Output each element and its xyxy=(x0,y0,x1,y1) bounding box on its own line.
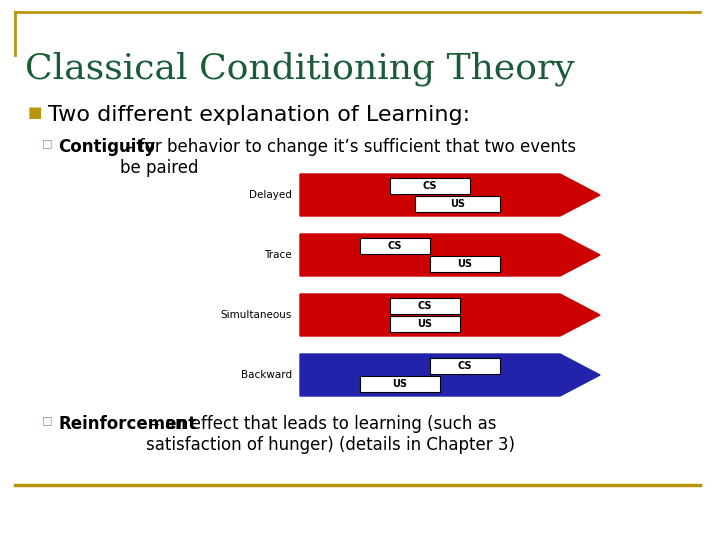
Text: Backward: Backward xyxy=(241,370,292,380)
Text: Reinforcement: Reinforcement xyxy=(58,415,197,433)
Text: US: US xyxy=(418,319,433,329)
Text: Simultaneous: Simultaneous xyxy=(220,310,292,320)
Polygon shape xyxy=(300,294,600,336)
Polygon shape xyxy=(300,174,600,216)
Text: CS: CS xyxy=(418,301,432,311)
Text: Contiguity: Contiguity xyxy=(58,138,156,156)
Text: US: US xyxy=(392,379,408,389)
Bar xyxy=(360,238,430,254)
Text: Trace: Trace xyxy=(264,250,292,260)
Text: – an effect that leads to learning (such as
satisfaction of hunger) (details in : – an effect that leads to learning (such… xyxy=(146,415,515,454)
Text: Two different explanation of Learning:: Two different explanation of Learning: xyxy=(48,105,470,125)
Text: ■: ■ xyxy=(28,105,42,120)
Text: US: US xyxy=(457,259,472,269)
Bar xyxy=(360,376,440,392)
Text: CS: CS xyxy=(423,181,437,191)
Text: Classical Conditioning Theory: Classical Conditioning Theory xyxy=(25,52,575,86)
Polygon shape xyxy=(300,234,600,276)
Text: – for behavior to change it’s sufficient that two events
be paired: – for behavior to change it’s sufficient… xyxy=(120,138,576,177)
Bar xyxy=(390,178,470,194)
Bar xyxy=(390,298,460,314)
Bar xyxy=(430,358,500,374)
Text: □: □ xyxy=(42,138,53,148)
Bar xyxy=(430,256,500,272)
Bar xyxy=(390,316,460,332)
Text: US: US xyxy=(450,199,465,209)
Text: □: □ xyxy=(42,415,53,425)
Polygon shape xyxy=(300,354,600,396)
Text: CS: CS xyxy=(388,241,402,251)
Text: Delayed: Delayed xyxy=(249,190,292,200)
Bar xyxy=(415,196,500,212)
Text: CS: CS xyxy=(458,361,472,371)
